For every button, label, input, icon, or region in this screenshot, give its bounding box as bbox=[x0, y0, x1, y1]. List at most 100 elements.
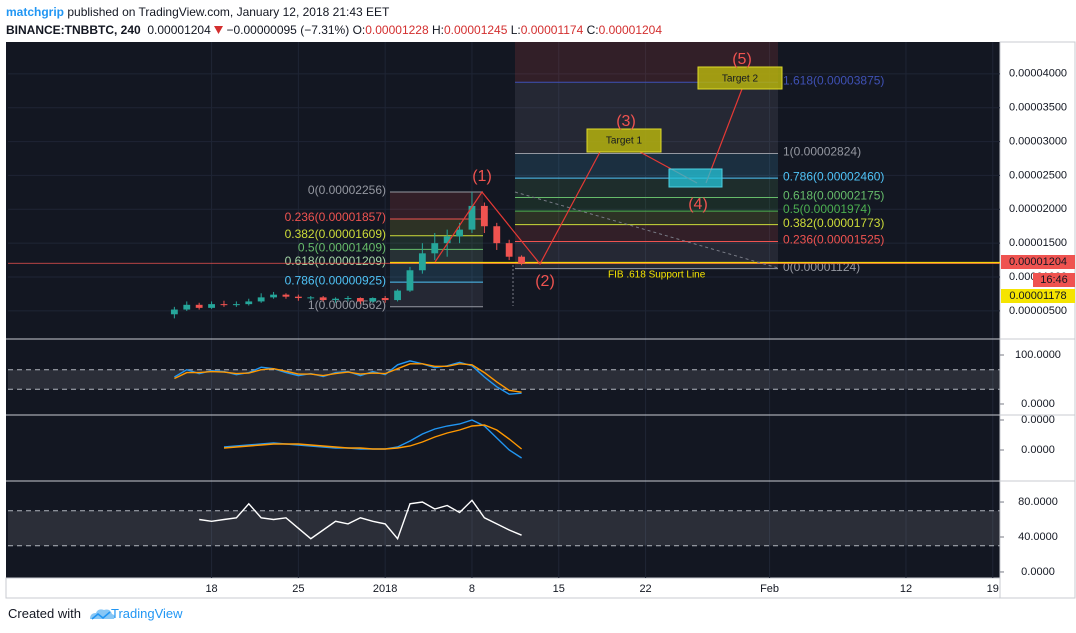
ohlc-key: L: bbox=[510, 23, 521, 37]
candle-body bbox=[418, 253, 426, 271]
fib-label: 0.382(0.00001773) bbox=[783, 216, 884, 230]
wave-label: (4) bbox=[688, 196, 708, 213]
wave-label: (2) bbox=[535, 273, 555, 290]
candle-body bbox=[356, 298, 364, 302]
candle-body bbox=[270, 294, 277, 298]
support-label: FIB .618 Support Line bbox=[608, 270, 706, 281]
candle-body bbox=[456, 229, 463, 237]
x-tick-label: 19 bbox=[987, 583, 999, 595]
ohlc-value: 0.00001245 bbox=[443, 23, 508, 37]
fib-zone bbox=[390, 249, 483, 263]
brand[interactable]: TradingView bbox=[110, 606, 183, 621]
ohlc-key: H: bbox=[431, 23, 444, 37]
fib-label: 0.618(0.00002175) bbox=[783, 189, 884, 203]
fib-zone bbox=[515, 178, 778, 198]
fib-zone bbox=[515, 153, 778, 179]
fib-zone bbox=[390, 282, 483, 307]
time-axis bbox=[5, 577, 1001, 599]
x-tick-label: 22 bbox=[639, 583, 651, 595]
x-tick-label: Feb bbox=[760, 583, 779, 595]
candle-body bbox=[294, 296, 302, 299]
created-with: Created with bbox=[8, 606, 81, 621]
candle-body bbox=[369, 298, 377, 302]
indicator-band bbox=[8, 369, 1000, 390]
candle-body bbox=[406, 270, 414, 291]
header-line: matchgrip published on TradingView.com, … bbox=[6, 3, 662, 21]
y-tick-label: 0.00003000 bbox=[1009, 135, 1067, 147]
price-badge bbox=[1033, 273, 1075, 287]
price-badge bbox=[1001, 289, 1075, 303]
ohlc-key: C: bbox=[586, 23, 599, 37]
y-tick-label: 0.0000 bbox=[1021, 444, 1055, 456]
fib-label: 0.786(0.00002460) bbox=[783, 169, 884, 183]
candle-body bbox=[245, 301, 253, 305]
ohlc-value: 0.00001204 bbox=[598, 23, 663, 37]
wave-label: (5) bbox=[732, 51, 752, 68]
change: −0.00000095 (−7.31%) bbox=[226, 23, 350, 37]
fib-label: 0(0.00002256) bbox=[308, 183, 386, 197]
target-box bbox=[586, 128, 662, 153]
candle-body bbox=[319, 297, 327, 301]
candle-body bbox=[394, 290, 401, 301]
x-tick-label: 12 bbox=[900, 583, 912, 595]
author[interactable]: matchgrip bbox=[6, 5, 65, 19]
x-tick-label: 2018 bbox=[373, 583, 397, 595]
ohlc-value: 0.00001174 bbox=[520, 23, 584, 37]
price-badges: 0.00001204 16:46 0.00001178 bbox=[1001, 255, 1075, 303]
y-tick-label: 0.00002000 bbox=[1009, 203, 1067, 215]
x-tick-label: 25 bbox=[292, 583, 304, 595]
fib-label: 0.618(0.00001209) bbox=[285, 254, 386, 268]
fib-zone bbox=[515, 241, 778, 269]
price-axis bbox=[999, 41, 1076, 599]
ohlc: O:0.00001228 H:0.00001245 L:0.00001174 C… bbox=[353, 23, 662, 37]
candle-body bbox=[232, 304, 240, 306]
indicator-band bbox=[8, 510, 1000, 546]
candle-body bbox=[431, 243, 439, 254]
fib-label: 0.236(0.00001525) bbox=[783, 233, 884, 247]
candle-body bbox=[307, 297, 315, 299]
candle-body bbox=[170, 309, 178, 315]
ohlc-key: O: bbox=[352, 23, 366, 37]
fib-label: 1.618(0.00003875) bbox=[783, 73, 884, 87]
indicator-line bbox=[223, 424, 523, 450]
down-arrow bbox=[214, 26, 224, 34]
y-tick-label: 80.0000 bbox=[1018, 496, 1058, 508]
fib-zone bbox=[515, 224, 778, 242]
candle-body bbox=[381, 298, 389, 301]
fib-label: 0.236(0.00001857) bbox=[285, 210, 386, 224]
fib-label: 0.5(0.00001974) bbox=[783, 202, 871, 216]
price-badge-label: 0.00001178 bbox=[1009, 290, 1066, 302]
candle-body bbox=[480, 205, 488, 227]
wave-line bbox=[705, 88, 743, 184]
y-tick-label: 0.0000 bbox=[1021, 398, 1055, 410]
x-tick-label: 15 bbox=[553, 583, 565, 595]
ohlc-value: 0.00001228 bbox=[365, 23, 429, 37]
zone-box bbox=[668, 168, 723, 188]
price-badge-label: 16:46 bbox=[1040, 274, 1068, 286]
x-tick-label: 18 bbox=[205, 583, 217, 595]
y-tick-label: 0.00003500 bbox=[1009, 102, 1067, 114]
header-line: BINANCE:TNBBTC, 240 0.00001204 −0.000000… bbox=[6, 21, 662, 39]
y-tick-label: 0.0000 bbox=[1021, 566, 1055, 578]
overlay: (1) (2) (3) (4) (5) Target 1 Target 2 FIB .618 … bbox=[6, 51, 1075, 482]
y-tick-label: 0.00002500 bbox=[1009, 169, 1067, 181]
fib-label: 1(0.00000562) bbox=[308, 298, 386, 312]
y-tick-label: 40.0000 bbox=[1018, 531, 1058, 543]
fib-label: 0.5(0.00001409) bbox=[298, 241, 386, 255]
wave-line bbox=[434, 151, 601, 266]
candle-body bbox=[183, 304, 191, 310]
header: matchgrip published on TradingView.com, … bbox=[6, 3, 662, 39]
x-tick-label: 8 bbox=[469, 583, 475, 595]
fib-zone bbox=[515, 197, 778, 212]
fib-zone bbox=[515, 211, 778, 225]
candle-body bbox=[282, 294, 290, 297]
indicator-line bbox=[199, 499, 522, 541]
published: published on TradingView.com, January 12… bbox=[67, 5, 390, 19]
y-tick-label: 0.00004000 bbox=[1009, 68, 1067, 80]
footer: Created with TradingView bbox=[8, 606, 183, 621]
price-badge-label: 0.00001204 bbox=[1009, 256, 1067, 268]
candle-body bbox=[443, 236, 451, 244]
y-tick-label: 0.00001500 bbox=[1009, 237, 1067, 249]
